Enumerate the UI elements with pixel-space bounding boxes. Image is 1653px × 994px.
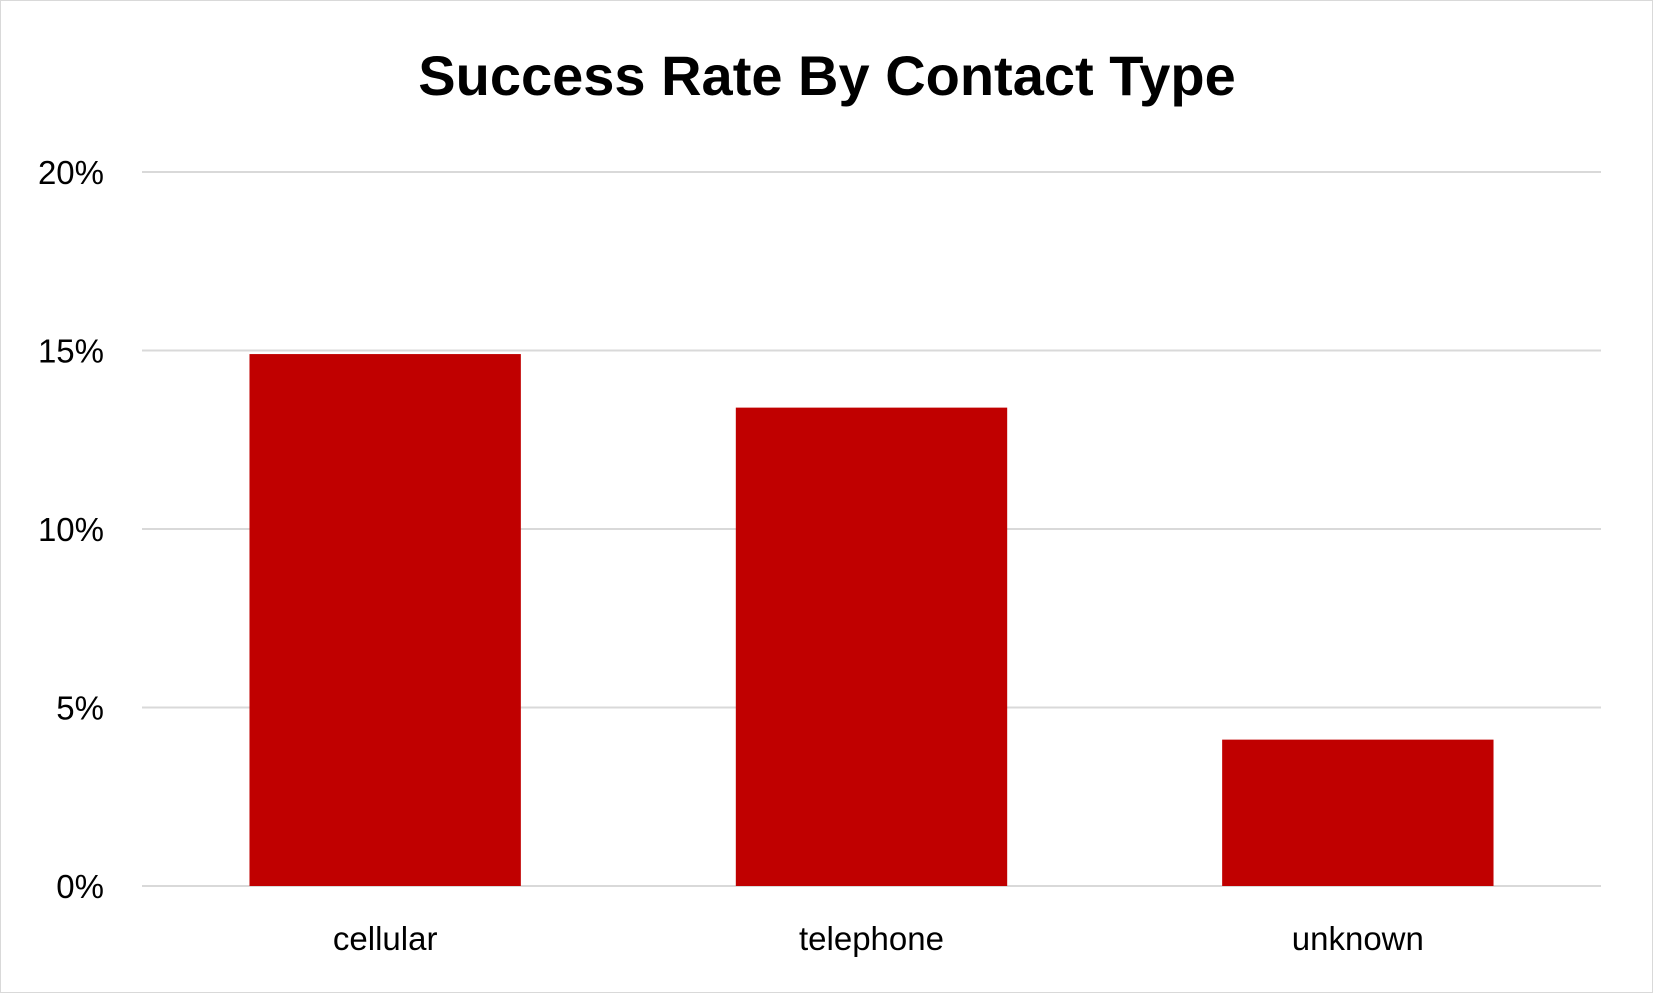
y-tick-label: 20% <box>38 154 104 191</box>
x-category-label: unknown <box>1292 920 1424 957</box>
chart-title: Success Rate By Contact Type <box>418 44 1235 107</box>
y-tick-label: 5% <box>56 690 104 727</box>
y-tick-label: 15% <box>38 333 104 370</box>
bar-telephone <box>735 407 1008 886</box>
x-axis-category-labels: cellular telephone unknown <box>333 920 1424 957</box>
bars <box>249 354 1494 886</box>
bar-cellular <box>249 354 521 886</box>
bar-unknown <box>1222 739 1494 886</box>
y-tick-label: 0% <box>56 868 104 905</box>
x-category-label: cellular <box>333 920 438 957</box>
x-category-label: telephone <box>799 920 944 957</box>
y-tick-label: 10% <box>38 511 104 548</box>
y-axis-tick-labels: 0% 5% 10% 15% 20% <box>38 154 104 905</box>
